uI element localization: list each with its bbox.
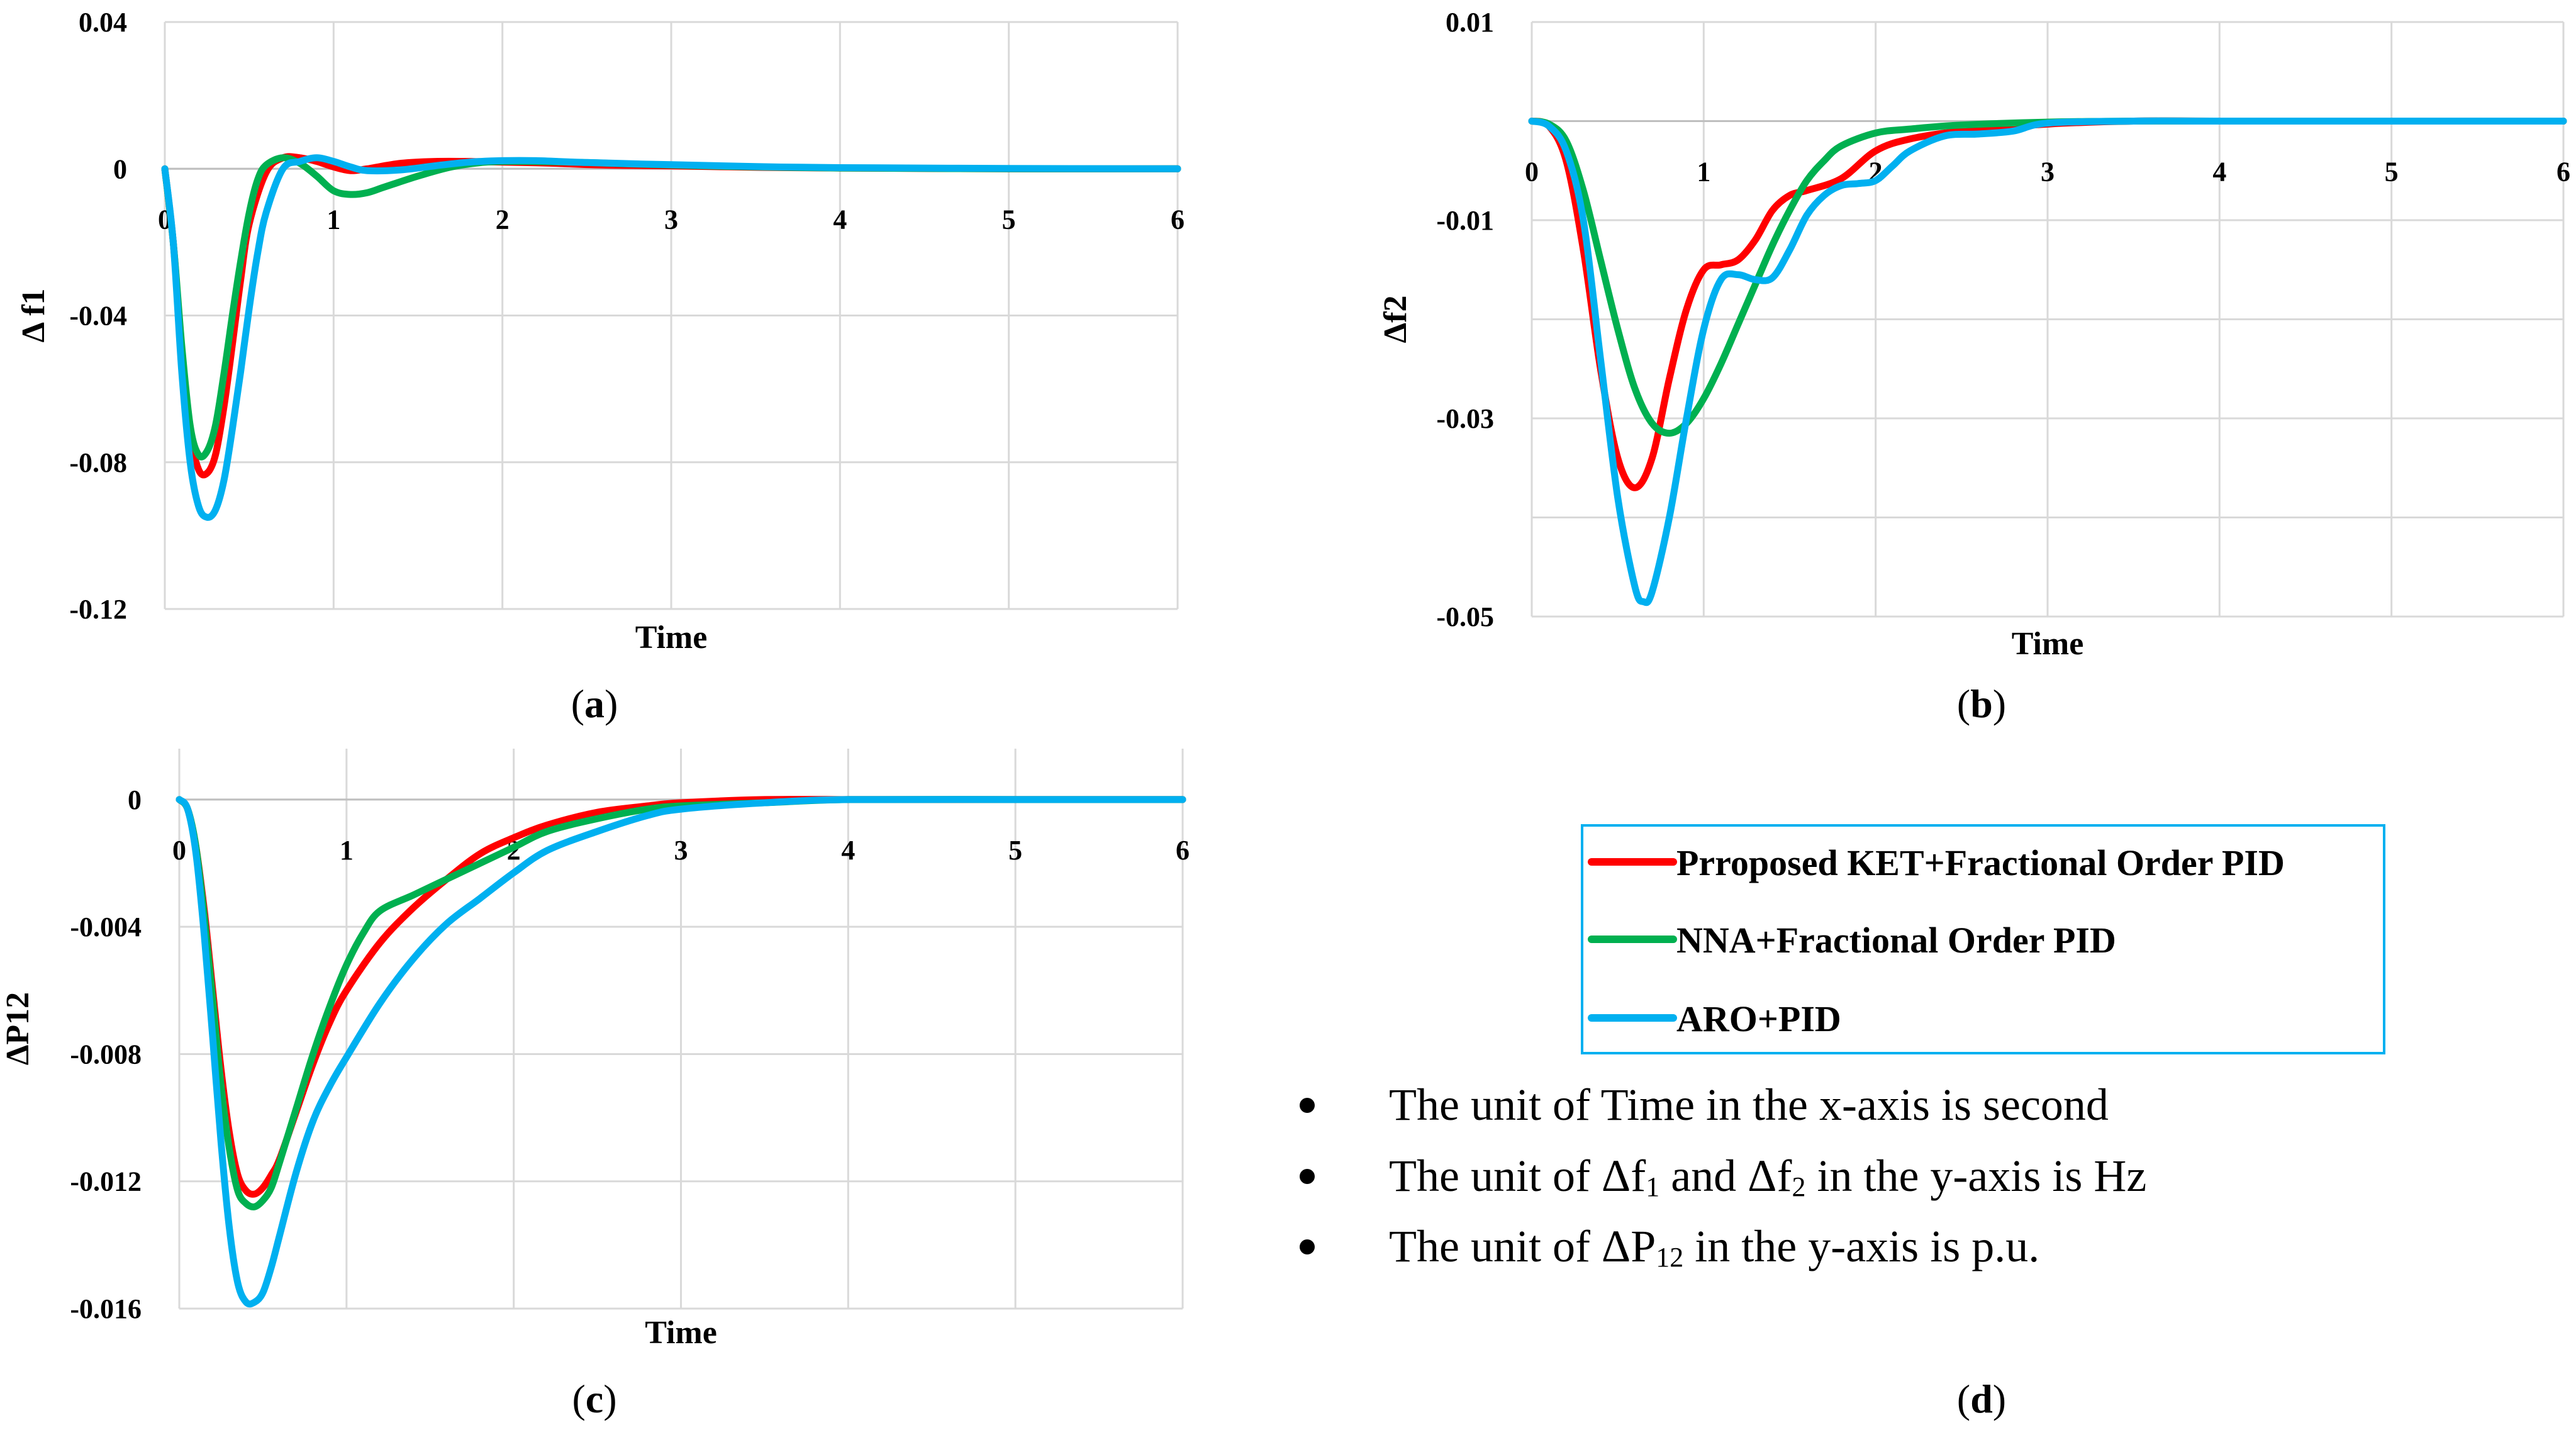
x-tick-label: 0 [1525,157,1539,187]
x-tick-label: 1 [326,204,340,235]
unit-notes: The unit of Time in the x-axis is second… [1300,1080,2146,1273]
x-tick-label: 3 [664,204,678,235]
series-line-aro [161,154,1181,521]
y-tick-label: 0.01 [1446,7,1494,38]
y-tick-label: -0.08 [69,447,127,478]
x-tick-label: 2 [496,204,510,235]
x-tick-label: 6 [1176,835,1190,866]
bullet-3 [1300,1239,1315,1254]
x-tick-label: 0 [172,835,186,866]
caption-a: (a) [571,681,618,726]
note-frequency-unit: The unit of Δf1 and Δf2 in the y-axis is… [1389,1151,2146,1202]
x-axis-title: Time [635,620,708,656]
x-tick-label: 3 [674,835,688,866]
x-tick-label: 1 [1697,157,1710,187]
x-tick-label: 6 [1171,204,1185,235]
legend-label-nna: NNA+Fractional Order PID [1676,920,2116,961]
legend-box [1581,824,2385,1054]
x-tick-label: 6 [2556,157,2570,187]
y-axis-title: Δ f1 [16,288,52,342]
y-tick-label: 0 [128,785,142,815]
x-axis-title: Time [645,1315,717,1351]
legend-label-ket: Prroposed KET+Fractional Order PID [1676,842,2285,883]
x-tick-label: 5 [1002,204,1016,235]
y-tick-label: -0.04 [69,301,127,332]
y-tick-label: -0.12 [69,594,127,625]
y-tick-label: -0.012 [70,1166,142,1197]
x-tick-label: 4 [833,204,847,235]
bullet-1 [1300,1098,1315,1113]
y-tick-label: -0.01 [1436,205,1494,236]
y-axis-title: Δf2 [1378,296,1413,344]
y-tick-label: -0.004 [70,912,142,942]
y-tick-label: 0 [113,154,127,184]
series-line-aro [1528,117,2567,606]
caption-d: (d) [1957,1377,2006,1421]
note-time-unit: The unit of Time in the x-axis is second [1389,1080,2109,1130]
caption-b: (b) [1957,681,2006,726]
x-tick-label: 3 [2041,157,2055,187]
x-tick-label: 4 [2212,157,2226,187]
y-axis-title: ΔP12 [0,992,36,1065]
x-axis-title: Time [2012,626,2084,662]
y-tick-label: -0.016 [70,1293,142,1324]
x-tick-label: 5 [1008,835,1022,866]
legend-label-aro: ARO+PID [1676,998,1841,1039]
y-tick-label: -0.05 [1436,601,1494,632]
caption-c: (c) [572,1377,616,1421]
y-tick-label: -0.03 [1436,403,1494,434]
y-tick-label: 0.04 [79,7,127,38]
note-power-unit: The unit of ΔP12 in the y-axis is p.u. [1389,1221,2039,1273]
bullet-2 [1300,1169,1315,1184]
series-line-aro [176,796,1186,1308]
x-tick-label: 1 [340,835,354,866]
y-tick-label: -0.008 [70,1039,142,1070]
x-tick-label: 5 [2385,157,2399,187]
legend: Prroposed KET+Fractional Order PID NNA+F… [1581,824,2385,1054]
x-tick-label: 4 [841,835,855,866]
